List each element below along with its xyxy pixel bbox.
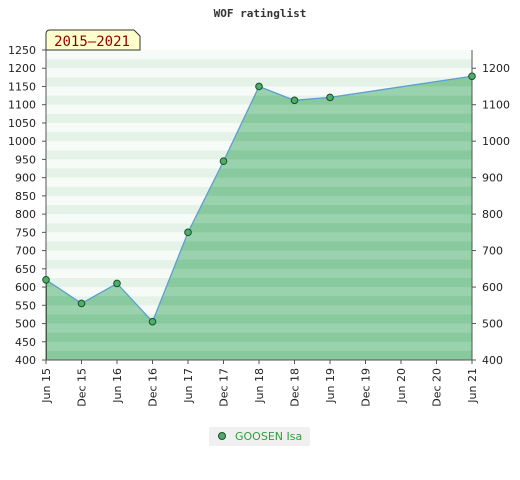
data-point — [219, 157, 228, 166]
area-band — [46, 186, 472, 196]
x-tick-label: Dec 19 — [360, 368, 373, 407]
right-axis-ticks: 400 500 600 700 800 900 1000 1100 1200 — [472, 62, 510, 367]
background-band — [46, 68, 472, 78]
data-point — [184, 228, 192, 237]
area-band — [46, 168, 472, 178]
legend-series-name: GOOSEN Isa — [235, 430, 302, 443]
left-tick-label: 800 — [15, 208, 36, 221]
left-tick-label: 1150 — [8, 80, 36, 93]
area-band — [46, 241, 472, 251]
background-band — [46, 59, 472, 69]
left-tick-label: 1100 — [8, 99, 36, 112]
data-point — [255, 82, 263, 91]
series-area — [46, 76, 472, 360]
right-tick-label: 400 — [482, 354, 503, 367]
area-band — [46, 259, 472, 269]
legend: GOOSEN Isa — [209, 427, 310, 446]
right-tick-label: 900 — [482, 172, 503, 185]
left-tick-label: 1250 — [8, 44, 36, 57]
area-band — [46, 223, 472, 233]
area-band — [46, 277, 472, 288]
data-point — [77, 299, 86, 308]
data-points — [42, 72, 476, 326]
x-tick-label: Dec 20 — [431, 368, 444, 407]
right-tick-label: 800 — [482, 208, 503, 221]
area-band — [46, 314, 472, 324]
data-point — [468, 72, 476, 81]
left-tick-label: 500 — [15, 318, 36, 331]
period-badge: 2015–2021 — [45, 29, 141, 51]
right-tick-label: 700 — [482, 245, 503, 258]
x-tick-label: Dec 18 — [289, 368, 302, 407]
left-tick-label: 1050 — [8, 117, 36, 130]
left-tick-label: 900 — [15, 172, 36, 185]
data-point — [113, 279, 121, 288]
area-band — [46, 332, 472, 342]
right-tick-label: 1200 — [482, 62, 510, 75]
period-badge-label: 2015–2021 — [54, 34, 130, 50]
data-point — [42, 275, 50, 284]
left-tick-label: 400 — [15, 354, 36, 367]
area-band — [46, 296, 472, 306]
right-tick-label: 1100 — [482, 99, 510, 112]
left-tick-label: 1000 — [8, 135, 36, 148]
x-tick-label: Jun 16 — [111, 368, 124, 404]
right-tick-label: 1000 — [482, 135, 510, 148]
left-axis-ticks: 400 450 500 550 600 650 700 750 800 850 900 950 1000… — [8, 44, 46, 367]
left-tick-label: 450 — [15, 336, 36, 349]
series-line — [46, 75, 472, 323]
chart-title: WOF ratinglist — [214, 7, 307, 20]
area-band — [46, 150, 472, 160]
left-tick-label: 950 — [15, 153, 36, 166]
data-point — [148, 317, 157, 326]
legend-marker — [218, 432, 226, 440]
x-tick-label: Dec 17 — [218, 368, 231, 407]
right-tick-label: 600 — [482, 281, 503, 294]
background-band — [46, 50, 472, 60]
area-band — [46, 205, 472, 215]
data-point — [290, 96, 299, 105]
x-tick-label: Dec 16 — [147, 368, 160, 407]
x-tick-label: Jun 19 — [324, 368, 337, 404]
area-band — [46, 132, 472, 142]
background-band — [46, 77, 472, 87]
area-band — [46, 350, 472, 360]
x-tick-label: Jun 21 — [466, 368, 479, 404]
left-tick-label: 850 — [15, 190, 36, 203]
x-tick-label: Jun 17 — [182, 368, 195, 404]
left-tick-label: 700 — [15, 245, 36, 258]
data-point — [326, 93, 334, 102]
right-tick-label: 500 — [482, 318, 503, 331]
x-tick-label: Jun 18 — [253, 368, 266, 404]
left-tick-label: 650 — [15, 263, 36, 276]
legend-box — [209, 427, 310, 446]
left-tick-label: 600 — [15, 281, 36, 294]
x-axis-ticks: Jun 15 Dec 15 Jun 16 Dec 16 Jun 17 Dec 17 Jun … — [40, 360, 479, 407]
x-tick-label: Dec 15 — [76, 368, 89, 407]
left-tick-label: 750 — [15, 226, 36, 239]
area-band — [46, 95, 472, 105]
x-tick-label: Jun 20 — [395, 368, 408, 404]
left-tick-label: 550 — [15, 299, 36, 312]
area-band — [46, 113, 472, 123]
x-tick-label: Jun 15 — [40, 368, 53, 404]
left-tick-label: 1200 — [8, 62, 36, 75]
